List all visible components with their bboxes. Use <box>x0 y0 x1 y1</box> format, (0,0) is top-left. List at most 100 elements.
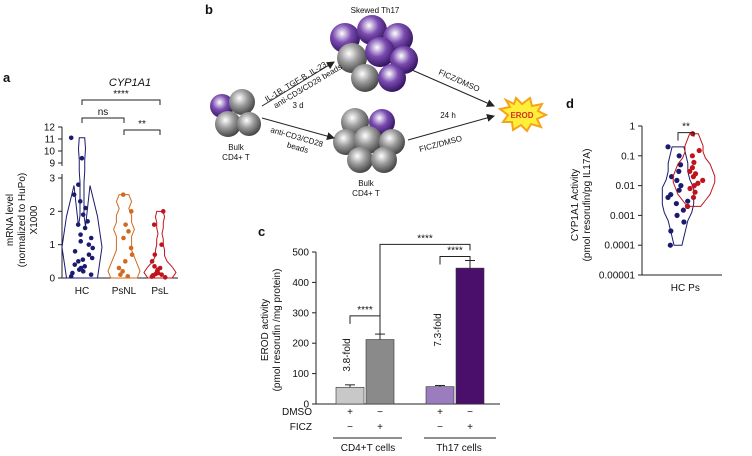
chart-a-point <box>88 235 94 241</box>
chart-d-point <box>685 198 691 204</box>
chart-d-point <box>680 207 686 213</box>
chart-d-ylabel-1: CYP1A1 Activity <box>570 169 581 241</box>
chart-a-bracket-hc-psl-label: **** <box>113 89 129 100</box>
chart-a-bracket-hc-psnl <box>81 117 125 123</box>
chart-a-point <box>82 264 88 269</box>
chart-a-point <box>80 257 86 262</box>
arrow-to-th17 <box>261 61 335 107</box>
chart-d-point <box>689 153 695 159</box>
chart-a-ylabel-3: X1000 <box>29 205 40 234</box>
chart-a-point <box>80 212 86 217</box>
chart-a-point <box>152 252 158 257</box>
chart-a-point <box>128 209 134 214</box>
chart-c-bars <box>335 260 485 405</box>
chart-a-point <box>121 235 126 241</box>
chart-c-bar <box>455 267 485 405</box>
chart-a-point <box>149 259 155 264</box>
chart-a-point <box>151 222 157 227</box>
chart-d: CYP1A1 Activity (pmol resorufin/pg IL17A… <box>570 122 722 294</box>
chart-a-point <box>80 269 86 274</box>
chart-a-title: CYP1A1 <box>109 77 151 89</box>
chart-a-point <box>90 245 95 251</box>
chart-c-bar <box>425 386 455 405</box>
chart-c-ficz-mark: + <box>377 422 383 433</box>
chart-a-point <box>157 265 163 271</box>
chart-a-ytick-label: 9 <box>49 159 55 170</box>
chart-a-point <box>75 222 81 227</box>
chart-d-ytick-label: 0.1 <box>621 151 635 162</box>
chart-d-point <box>674 212 680 218</box>
chart-a-point <box>72 249 78 254</box>
chart-a-ytick-label: 11 <box>45 135 56 146</box>
chart-a-point <box>68 135 74 141</box>
chart-a-bracket-psnl-psl <box>123 129 161 135</box>
chart-a-marks <box>61 135 177 280</box>
chart-d-point <box>700 177 706 183</box>
chart-c-ytick-label: 0 <box>303 400 309 411</box>
chart-d-point <box>665 194 671 201</box>
chart-c-group-th17: Th17 cells <box>436 443 482 454</box>
chart-c-significance: 3.8-fold 7.3-fold **** **** **** <box>342 233 471 372</box>
chart-a-point <box>83 205 88 211</box>
chart-a-point <box>126 229 131 234</box>
chart-c-sig-across-label: **** <box>417 233 433 244</box>
panel-label-b: b <box>205 2 213 17</box>
chart-a-point <box>89 255 95 261</box>
chart-d-marks <box>661 131 716 248</box>
chart-d-violin-hc <box>661 146 695 246</box>
chart-c-sig-across <box>379 243 471 338</box>
chart-c-dmso-mark: − <box>377 407 383 418</box>
chart-d-point <box>673 200 679 207</box>
diagram-bulk-left-1: Bulk <box>228 143 245 152</box>
diagram-erod-label: EROD <box>510 111 533 120</box>
chart-a-point <box>162 275 168 280</box>
arrow-bulk-to-erod <box>407 114 495 141</box>
chart-a-point <box>72 262 78 267</box>
diagram-b: Skewed Th17 Bulk CD4+ T <box>210 6 549 198</box>
chart-d-point <box>687 168 693 174</box>
chart-d-point <box>678 183 684 189</box>
chart-d-point <box>674 177 680 183</box>
chart-a-point <box>123 222 128 227</box>
chart-a-point <box>125 274 131 279</box>
panel-label-a: a <box>3 70 11 85</box>
chart-c-ytick-label: 500 <box>292 248 309 259</box>
chart-d-point <box>691 159 697 166</box>
chart-a-bracket-hc-psl <box>81 99 161 105</box>
chart-a-point <box>120 192 126 197</box>
chart-c-dmso-mark: − <box>467 407 473 418</box>
chart-d-point <box>665 144 671 150</box>
chart-d-significance: ** <box>677 122 695 141</box>
chart-c-ficz-mark: − <box>347 422 353 433</box>
chart-c-fold-label: 3.8-fold <box>342 338 353 371</box>
chart-c: EROD activity (pmol resorufin /mg protei… <box>260 233 500 454</box>
chart-a-point <box>159 242 164 247</box>
chart-a-point <box>78 239 84 244</box>
chart-c-axes: 0 100 200 300 400 500 <box>292 248 500 411</box>
chart-a-ytick-label: 12 <box>44 123 56 134</box>
chart-d-point <box>677 162 684 168</box>
chart-d-ytick-label: 1 <box>629 122 635 133</box>
chart-c-dmso-mark: + <box>437 407 443 418</box>
chart-d-point <box>690 174 697 180</box>
chart-a-point <box>78 232 83 237</box>
chart-c-sig-cd4 <box>349 315 381 324</box>
chart-a-point <box>122 259 128 264</box>
chart-a-xtick-label: HC <box>75 286 89 297</box>
chart-c-ytick-label: 400 <box>292 278 309 289</box>
chart-d-sig-bracket <box>677 132 695 141</box>
chart-d-ylabel-2: (pmol resorufin/pg IL17A) <box>582 149 593 262</box>
chart-d-xtick-label: Ps <box>688 283 700 294</box>
chart-a-ytick-label: 2 <box>49 207 55 218</box>
chart-a-xtick-label: PsNL <box>112 286 137 297</box>
diagram-skewed-label: Skewed Th17 <box>351 6 400 15</box>
chart-a-point <box>128 245 134 251</box>
chart-d-point <box>681 219 687 225</box>
chart-d-ytick-label: 0.01 <box>616 181 636 192</box>
arrow-to-bulk <box>261 117 335 140</box>
chart-d-axes: 1 0.1 0.01 0.001 0.0001 0.00001 HC Ps <box>599 122 722 294</box>
chart-c-treatment-marks: + − − + + − − + <box>347 407 473 433</box>
chart-a-point <box>78 265 84 271</box>
chart-a-ytick-label: 10 <box>44 147 56 158</box>
chart-d-point <box>687 185 693 192</box>
